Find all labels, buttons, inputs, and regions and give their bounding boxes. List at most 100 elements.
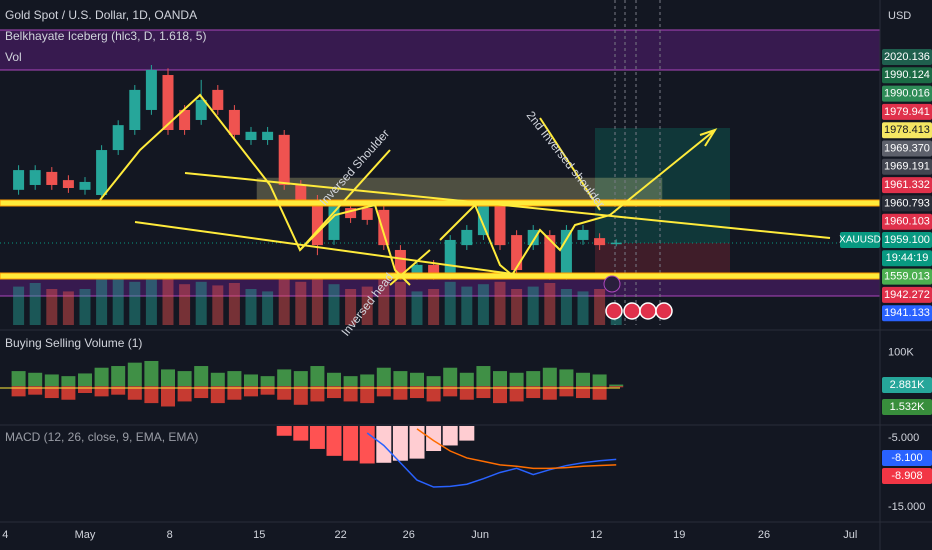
indicator-label: Buying Selling Volume (1) [5, 336, 142, 350]
volume-split-bar [244, 386, 259, 397]
volume-split-bar [144, 386, 159, 404]
price-label: 1559.013 [884, 271, 930, 283]
indicator-label: MACD (12, 26, close, 9, EMA, EMA) [5, 430, 198, 444]
candle-body [361, 208, 373, 220]
volume-split-bar [542, 367, 557, 387]
price-label-bg [882, 177, 932, 194]
volume-bar [278, 279, 290, 325]
price-label: 1942.272 [884, 289, 930, 301]
price-label-bg [882, 213, 932, 230]
candle-body [511, 235, 523, 271]
volume-bar [527, 286, 539, 325]
volume-split-bar [111, 386, 126, 395]
volume-split-bar [28, 386, 43, 395]
volume-split-bar [310, 366, 325, 387]
volume-split-bar [343, 376, 358, 387]
volume-split-bar [343, 386, 358, 402]
volume-split-bar [11, 386, 26, 397]
volume-bar [29, 283, 41, 325]
y-tick-label: 100K [888, 346, 914, 358]
macd-histogram-bar [442, 426, 458, 446]
volume-split-bar [44, 374, 59, 387]
volume-bar [345, 289, 357, 325]
volume-split-bar [277, 369, 292, 387]
volume-bar [428, 289, 440, 325]
volume-bar [378, 279, 390, 325]
volume-split-bar [144, 360, 159, 387]
candle-body [195, 99, 207, 120]
volume-split-bar [293, 371, 308, 387]
volume-split-bar [376, 386, 391, 397]
volume-split-bar [542, 386, 557, 400]
price-label: 19:44:19 [886, 252, 929, 264]
x-tick-label: Jun [471, 529, 489, 541]
macd-histogram-bar [326, 426, 342, 456]
volume-split-bar [127, 386, 142, 400]
candle-body [29, 170, 41, 185]
candle-body [444, 239, 456, 275]
price-label-bg [882, 67, 932, 84]
candle-body [328, 205, 340, 240]
volume-split-bar [526, 371, 541, 387]
candle-body [212, 89, 224, 110]
price-label-bg [882, 158, 932, 175]
volume-bar [79, 289, 91, 325]
volume-bar [295, 281, 307, 325]
indicator-label: Vol [5, 50, 22, 64]
candle-body [544, 235, 556, 275]
candle-body [295, 184, 307, 200]
price-label-bg [882, 103, 932, 120]
volume-split-bar [244, 374, 259, 387]
macd-line [366, 432, 617, 488]
event-icons [605, 302, 673, 320]
volume-split-bar [94, 367, 109, 387]
macd-histogram-bar [309, 426, 325, 449]
volume-bar [112, 277, 124, 325]
volume-bar [511, 289, 523, 325]
price-label-bg [882, 195, 932, 212]
price-label-bg [882, 377, 932, 393]
price-label-bg [882, 250, 932, 267]
price-label: 1960.793 [884, 197, 930, 209]
candle-body [62, 180, 74, 189]
chart-title: Gold Spot / U.S. Dollar, 1D, OANDA [5, 8, 197, 22]
candle-body [477, 205, 489, 236]
y-tick-label: -5.000 [888, 432, 919, 444]
volume-bar [444, 281, 456, 325]
alert-icon[interactable] [603, 275, 621, 293]
price-label-bg [882, 122, 932, 139]
volume-bar [245, 289, 257, 325]
volume-split-bar [28, 372, 43, 387]
bsv-pane [11, 360, 624, 407]
volume-bar [195, 281, 207, 325]
candle-body [145, 69, 157, 110]
volume-bar [129, 281, 141, 325]
candle-body [112, 125, 124, 151]
price-label: 1.532K [890, 401, 926, 413]
volume-split-bar [410, 372, 425, 387]
macd-histogram-bar [426, 426, 442, 452]
volume-split-bar [160, 369, 175, 387]
macd-histogram-bar [392, 426, 408, 461]
x-tick-label: Jul [843, 529, 857, 541]
currency-label: USD [888, 10, 911, 22]
price-label-bg [882, 85, 932, 102]
trend-drawings [99, 93, 831, 286]
candle-body [378, 209, 390, 246]
volume-bar [361, 286, 373, 325]
price-label-bg [882, 232, 932, 248]
volume-split-bar [127, 362, 142, 387]
x-tick-label: 22 [335, 529, 347, 541]
candle-body [245, 131, 257, 141]
macd-histogram-bar [276, 426, 292, 436]
candle-body [162, 75, 174, 130]
volume-bar [212, 285, 224, 325]
volume-split-bar [509, 386, 524, 402]
candle-body [46, 171, 58, 185]
x-tick-label: 26 [403, 529, 415, 541]
candle-body [179, 109, 191, 130]
candle-body [610, 242, 622, 245]
volume-bar [328, 284, 340, 325]
level-line [0, 272, 881, 280]
